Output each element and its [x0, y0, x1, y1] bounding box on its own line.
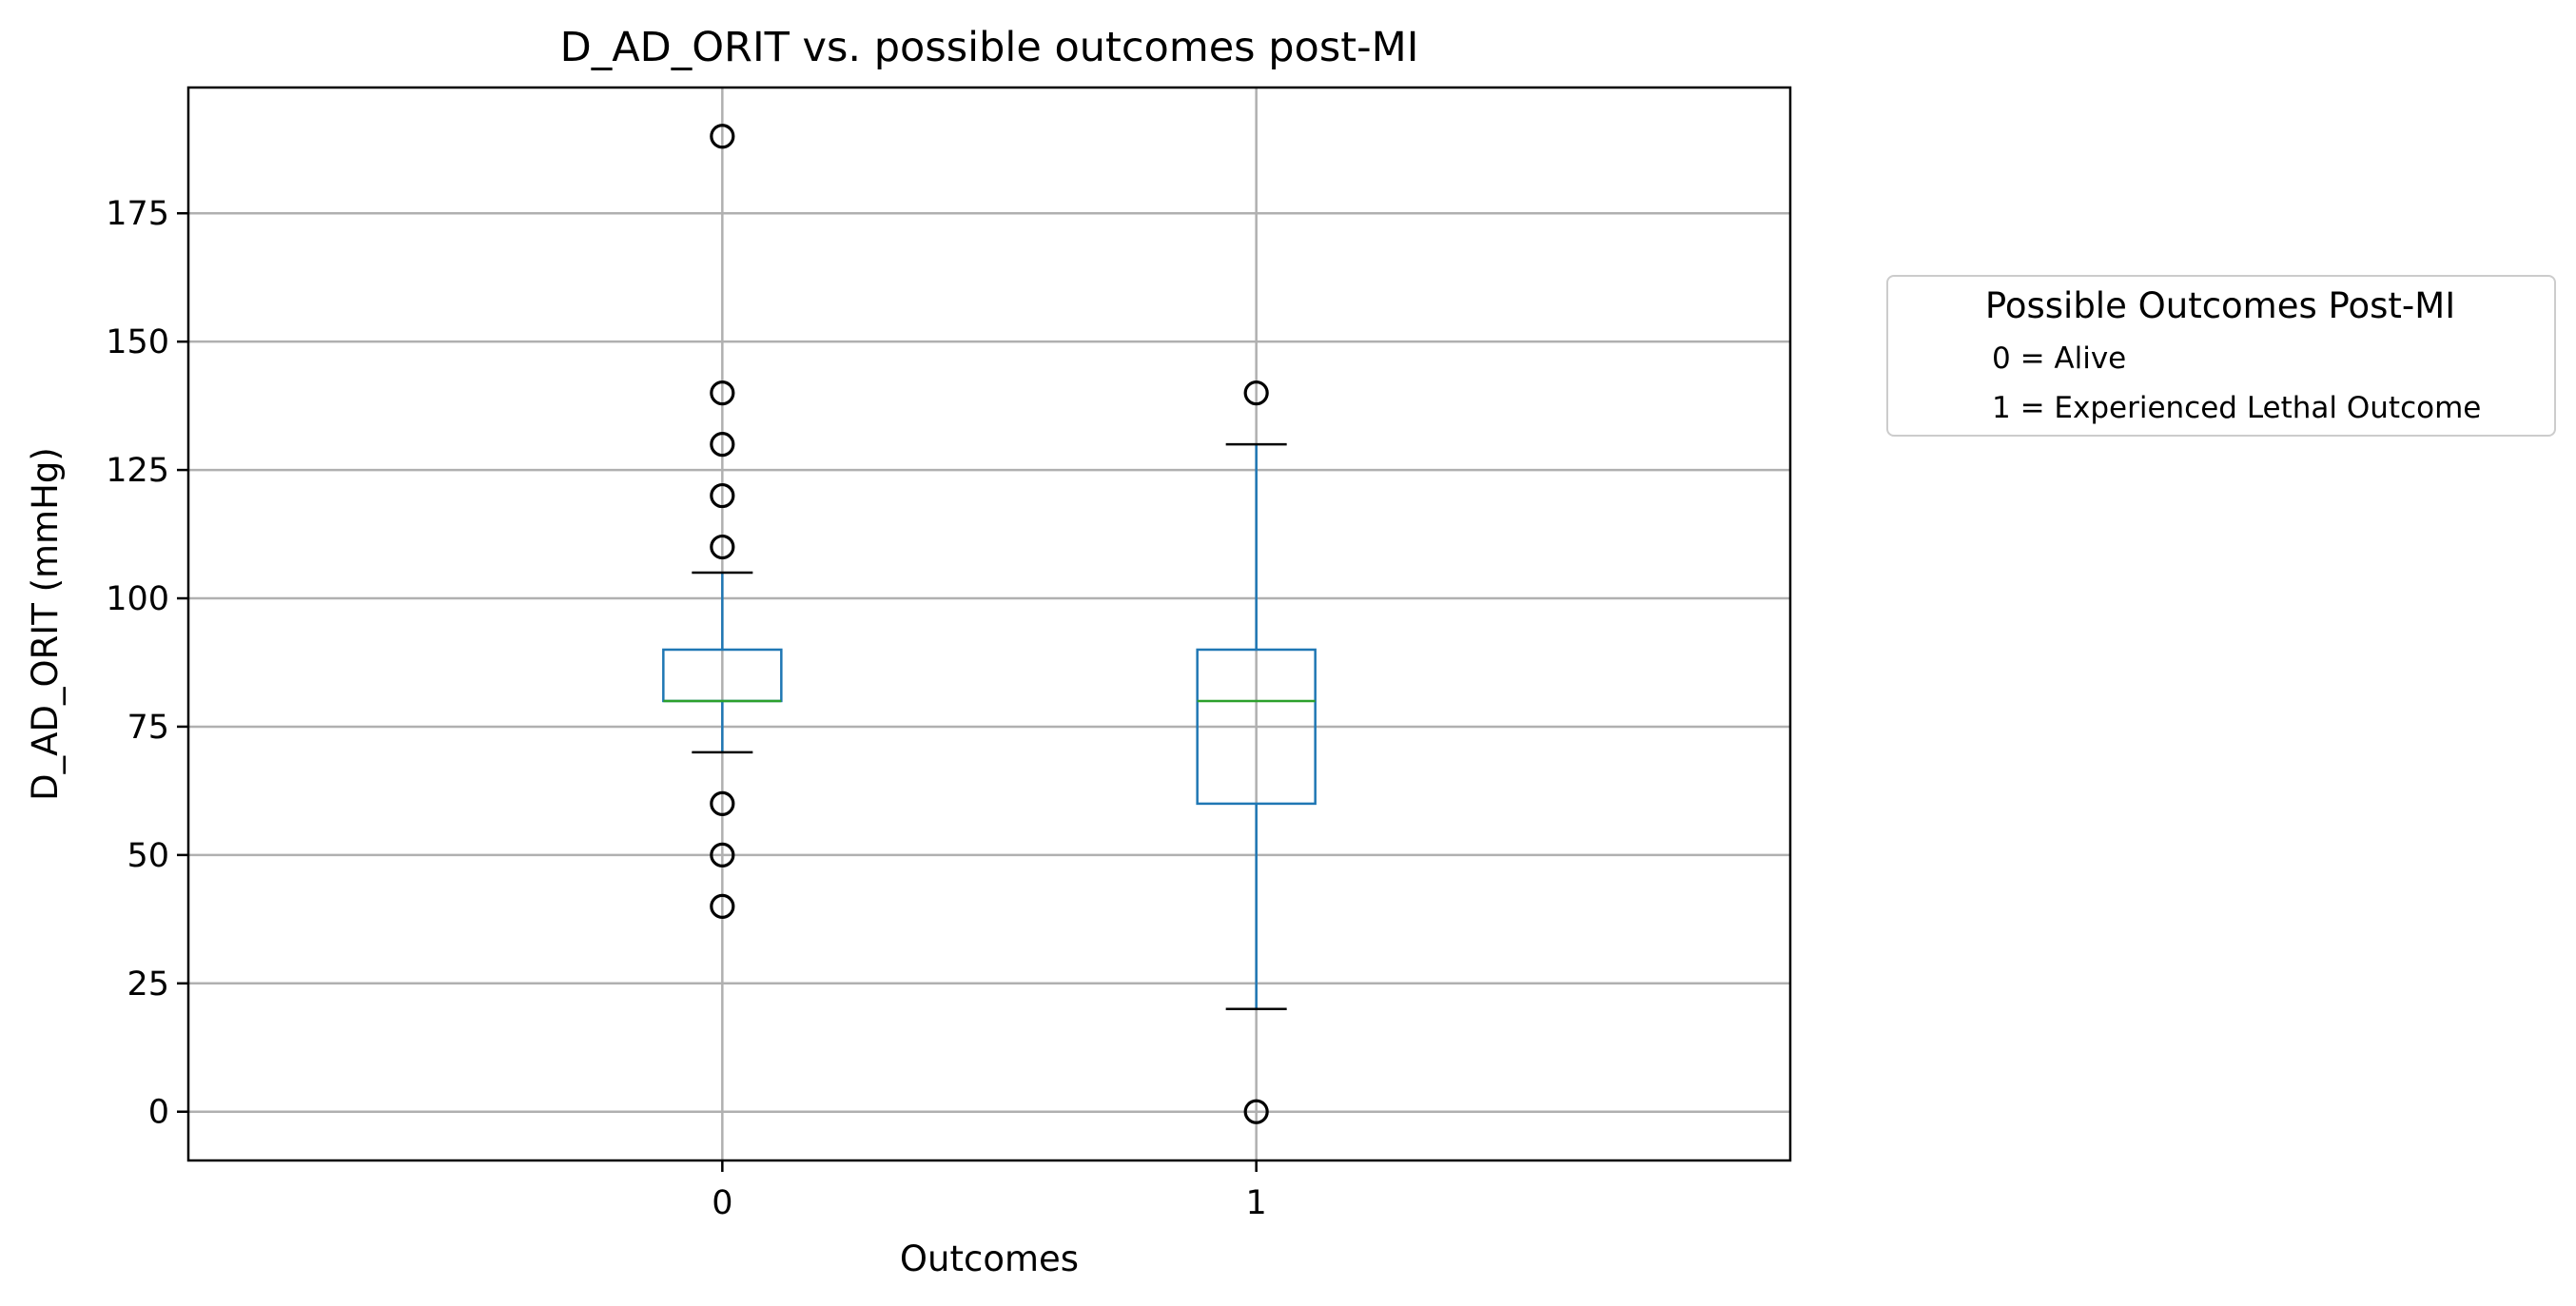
plot-frame — [186, 86, 1792, 1162]
box-group-0 — [662, 124, 783, 919]
legend-entry-lethal: 1 = Experienced Lethal Outcome — [1992, 391, 2481, 425]
legend-box — [1886, 275, 2556, 437]
boxes — [662, 124, 1317, 1124]
outlier-point — [710, 482, 735, 509]
y-tick-label: 125 — [106, 452, 169, 490]
outlier-point — [710, 893, 735, 919]
outlier-point — [710, 842, 735, 867]
iqr-box — [1196, 648, 1317, 806]
legend-title: Possible Outcomes Post-MI — [1985, 285, 2455, 326]
chart-title: D_AD_ORIT vs. possible outcomes post-MI — [560, 24, 1419, 71]
outlier-point — [1243, 1099, 1269, 1124]
y-axis-label: D_AD_ORIT (mmHg) — [25, 447, 66, 801]
legend-entry-alive: 0 = Alive — [1992, 341, 2126, 376]
outlier-point — [710, 380, 735, 406]
y-tick-label: 25 — [127, 965, 169, 1004]
grid-lines — [188, 88, 1790, 1160]
y-tick-label: 50 — [127, 837, 169, 875]
x-axis-label: Outcomes — [900, 1238, 1079, 1279]
x-tick-label: 1 — [1246, 1184, 1267, 1222]
y-tick-label: 150 — [106, 323, 169, 361]
y-tick-label: 175 — [106, 195, 169, 233]
y-tick-label: 0 — [148, 1094, 169, 1132]
outlier-point — [710, 432, 735, 458]
outlier-point — [710, 534, 735, 560]
axes: 0 25 50 75 100 125 150 175 0 1 — [106, 195, 1267, 1222]
legend: Possible Outcomes Post-MI 0 = Alive 1 = … — [1886, 275, 2556, 437]
box-group-1 — [1196, 380, 1317, 1124]
y-tick-label: 100 — [106, 580, 169, 618]
outlier-point — [710, 124, 735, 149]
outlier-point — [1243, 380, 1269, 406]
x-tick-label: 0 — [712, 1184, 732, 1222]
outlier-point — [710, 790, 735, 816]
y-tick-label: 75 — [127, 709, 169, 747]
